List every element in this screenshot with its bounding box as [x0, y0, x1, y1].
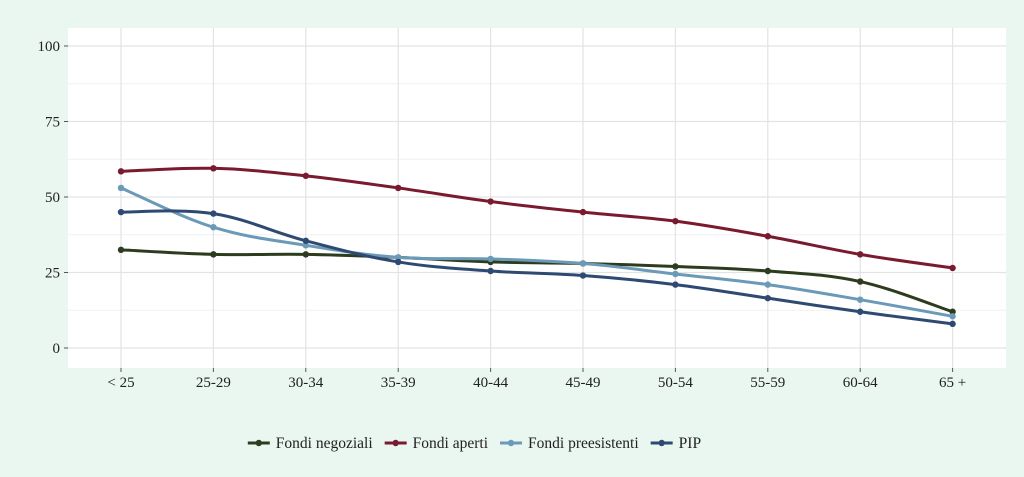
data-point-fondi-aperti	[857, 251, 864, 258]
series-line-fondi-negoziali	[119, 248, 955, 314]
data-point-pip	[857, 308, 864, 315]
x-tick-label: 35-39	[381, 375, 416, 391]
series-line-fondi-preesistenti	[119, 186, 955, 318]
data-point-pip	[764, 294, 771, 302]
data-point-fondi-aperti	[210, 165, 217, 172]
legend: Fondi negoziali Fondi aperti Fondi preesis…	[247, 435, 701, 452]
data-point-fondi-aperti	[764, 233, 771, 240]
y-tick-label: 50	[45, 190, 60, 206]
legend-item-fondi-aperti: Fondi aperti	[384, 435, 489, 452]
data-point-fondi-preesistenti	[117, 184, 125, 192]
data-point-fondi-aperti	[302, 172, 309, 180]
data-point-pip	[672, 281, 679, 288]
data-point-fondi-preesistenti	[302, 242, 309, 249]
legend-item-fondi-preesistenti: Fondi preesistenti	[500, 435, 639, 452]
legend-swatch-point	[392, 439, 399, 447]
data-point-fondi-aperti	[672, 217, 679, 225]
legend-label: PIP	[679, 435, 701, 452]
data-point-fondi-negoziali	[117, 246, 125, 254]
axes: 0 25 50 75 100 < 25 25-29 30-34 35-39 40-44 45-49 5…	[38, 39, 967, 391]
data-point-fondi-negoziali	[302, 251, 309, 258]
y-tick-label: 100	[38, 39, 61, 55]
x-tick-label: 55-59	[750, 375, 785, 391]
data-point-fondi-preesistenti	[210, 224, 217, 231]
legend-swatch-point	[255, 439, 262, 447]
data-point-fondi-preesistenti	[579, 260, 587, 267]
data-point-pip	[210, 210, 217, 217]
plot-panel	[68, 28, 1006, 368]
data-point-fondi-aperti	[487, 198, 494, 205]
x-tick-label: < 25	[107, 375, 134, 391]
y-tick-label: 0	[53, 341, 61, 357]
legend-item-pip: PIP	[650, 435, 701, 452]
x-tick-label: 45-49	[566, 375, 601, 391]
data-point-fondi-negoziali	[764, 267, 771, 275]
data-point-fondi-preesistenti	[857, 296, 864, 303]
data-point-fondi-aperti	[395, 184, 402, 192]
data-point-pip	[487, 267, 494, 275]
data-point-fondi-aperti	[579, 208, 587, 216]
data-point-fondi-negoziali	[672, 263, 679, 270]
data-point-fondi-preesistenti	[764, 281, 771, 288]
data-point-pip	[949, 320, 956, 328]
x-tick-label: 65 +	[939, 375, 966, 391]
data-point-fondi-negoziali	[210, 251, 217, 258]
data-point-pip	[579, 272, 587, 279]
legend-swatch-point	[507, 439, 515, 447]
data-point-pip	[395, 258, 402, 266]
series-line-pip	[119, 209, 955, 326]
data-point-fondi-aperti	[949, 264, 956, 272]
series-line-fondi-aperti	[119, 166, 955, 270]
data-point-fondi-aperti	[117, 168, 125, 175]
x-tick-label: 40-44	[473, 375, 508, 391]
data-point-pip	[117, 208, 125, 216]
x-tick-label: 50-54	[658, 375, 693, 391]
data-point-fondi-preesistenti	[395, 254, 402, 261]
data-point-fondi-preesistenti	[949, 313, 956, 320]
data-point-pip	[302, 237, 309, 244]
data-point-fondi-negoziali	[857, 278, 864, 285]
series-lines	[117, 165, 956, 328]
legend-swatch-point	[658, 439, 665, 447]
y-tick-label: 25	[45, 266, 60, 282]
legend-label: Fondi negoziali	[276, 435, 374, 452]
data-point-fondi-preesistenti	[672, 270, 679, 278]
x-tick-label: 30-34	[288, 375, 323, 391]
data-point-fondi-negoziali	[949, 308, 956, 315]
x-tick-label: 25-29	[196, 375, 231, 391]
legend-label: Fondi aperti	[413, 435, 489, 452]
x-tick-label: 60-64	[843, 375, 878, 391]
y-tick-label: 75	[45, 115, 60, 131]
data-point-fondi-preesistenti	[487, 255, 494, 263]
legend-label: Fondi preesistenti	[528, 435, 639, 452]
legend-item-fondi-negoziali: Fondi negoziali	[247, 435, 374, 452]
